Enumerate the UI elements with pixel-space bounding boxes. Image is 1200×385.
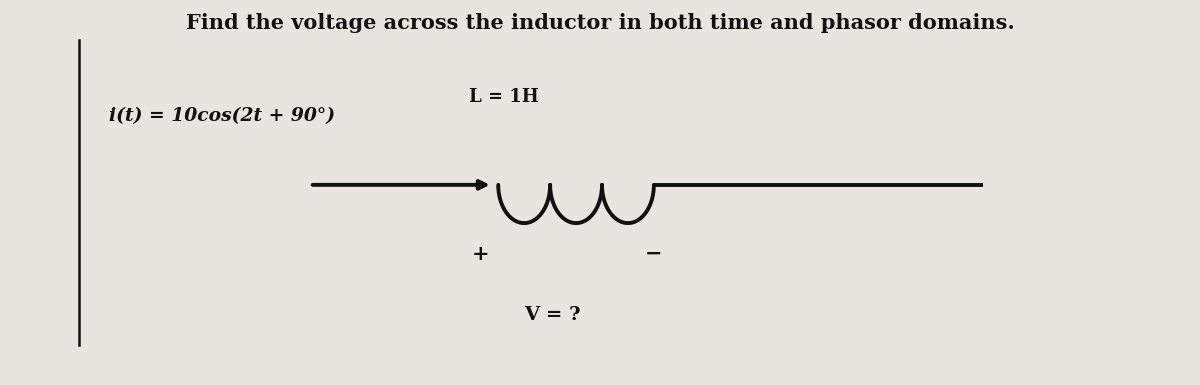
Text: Find the voltage across the inductor in both time and phasor domains.: Find the voltage across the inductor in … [186, 13, 1014, 33]
Text: L = 1H: L = 1H [469, 88, 539, 106]
Text: i(t) = 10cos(2t + 90°): i(t) = 10cos(2t + 90°) [109, 107, 335, 125]
Text: −: − [646, 244, 662, 264]
Text: +: + [472, 244, 490, 264]
Text: V = ?: V = ? [524, 306, 581, 324]
